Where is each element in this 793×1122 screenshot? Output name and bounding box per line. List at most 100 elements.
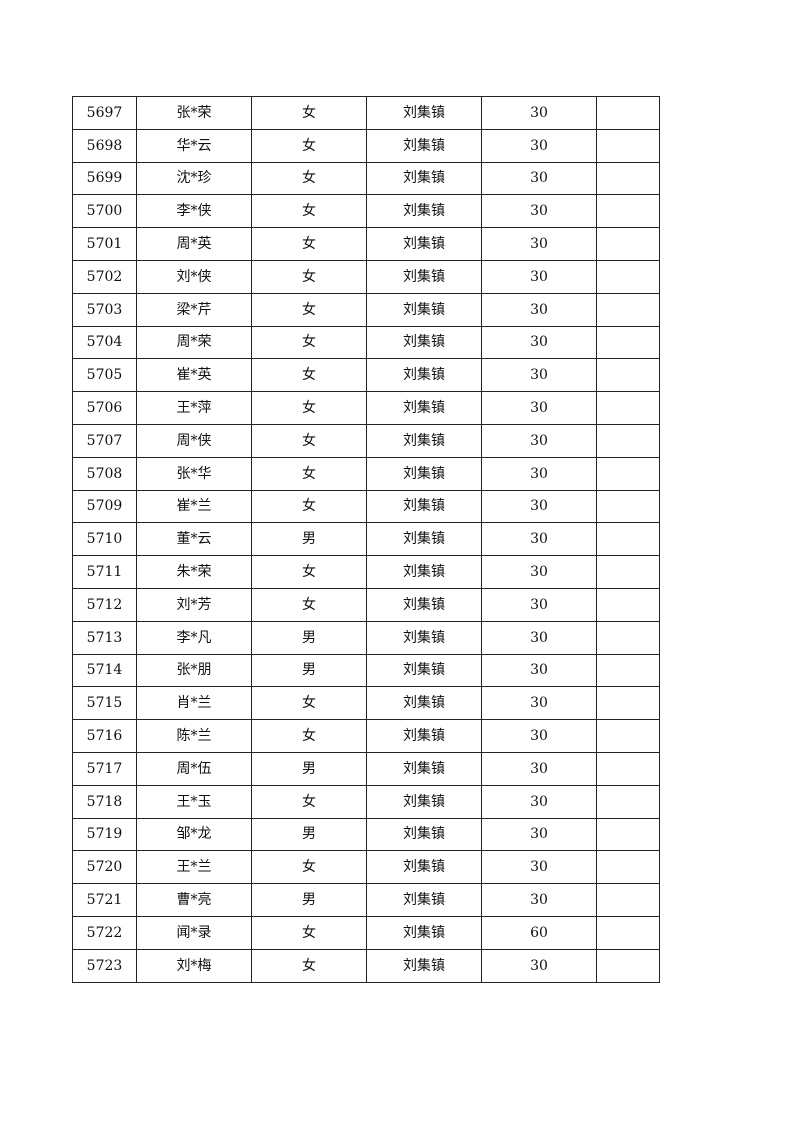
amount-cell: 30 — [481, 948, 597, 983]
id-cell: 5711 — [72, 555, 137, 589]
id-cell: 5722 — [72, 915, 137, 950]
note-cell — [596, 915, 660, 950]
amount-cell: 30 — [481, 325, 597, 360]
gender-cell: 男 — [251, 817, 367, 852]
gender-cell: 女 — [251, 686, 367, 721]
note-cell — [596, 489, 660, 524]
name-cell: 董*云 — [136, 522, 252, 557]
table-row: 5721 曹*亮男刘集镇 30 — [72, 883, 660, 917]
amount-cell: 30 — [481, 128, 597, 163]
amount-cell: 30 — [481, 489, 597, 524]
amount-cell: 30 — [481, 620, 597, 655]
gender-cell: 女 — [251, 96, 367, 130]
note-cell — [596, 161, 660, 196]
gender-cell: 男 — [251, 883, 367, 917]
name-cell: 张*华 — [136, 456, 252, 491]
id-cell: 5720 — [72, 850, 137, 885]
note-cell — [596, 259, 660, 294]
name-cell: 王*萍 — [136, 391, 252, 425]
table-row: 5707 周*侠女刘集镇 30 — [72, 423, 660, 458]
note-cell — [596, 423, 660, 458]
id-cell: 5698 — [72, 128, 137, 163]
town-cell: 刘集镇 — [366, 620, 482, 655]
name-cell: 王*玉 — [136, 784, 252, 819]
amount-cell: 30 — [481, 686, 597, 721]
amount-cell: 30 — [481, 259, 597, 294]
table-row: 5708 张*华女刘集镇 30 — [72, 456, 660, 491]
table-row: 5709 崔*兰女刘集镇 30 — [72, 489, 660, 524]
name-cell: 李*凡 — [136, 620, 252, 655]
town-cell: 刘集镇 — [366, 587, 482, 622]
name-cell: 闻*录 — [136, 915, 252, 950]
town-cell: 刘集镇 — [366, 96, 482, 130]
amount-cell: 30 — [481, 751, 597, 786]
amount-cell: 30 — [481, 555, 597, 589]
id-cell: 5704 — [72, 325, 137, 360]
note-cell — [596, 555, 660, 589]
name-cell: 陈*兰 — [136, 719, 252, 753]
id-cell: 5708 — [72, 456, 137, 491]
table-row: 5705 崔*英女刘集镇 30 — [72, 358, 660, 393]
id-cell: 5706 — [72, 391, 137, 425]
table-row: 5717 周*伍男刘集镇 30 — [72, 751, 660, 786]
table-row: 5722 闻*录女刘集镇 60 — [72, 915, 660, 950]
table-row: 5715 肖*兰女刘集镇 30 — [72, 686, 660, 721]
table-row: 5710 董*云男刘集镇 30 — [72, 522, 660, 557]
name-cell: 邹*龙 — [136, 817, 252, 852]
town-cell: 刘集镇 — [366, 325, 482, 360]
id-cell: 5723 — [72, 948, 137, 983]
name-cell: 周*英 — [136, 227, 252, 261]
note-cell — [596, 128, 660, 163]
town-cell: 刘集镇 — [366, 423, 482, 458]
amount-cell: 30 — [481, 817, 597, 852]
id-cell: 5707 — [72, 423, 137, 458]
note-cell — [596, 653, 660, 688]
id-cell: 5721 — [72, 883, 137, 917]
town-cell: 刘集镇 — [366, 259, 482, 294]
table-row: 5702 刘*侠女刘集镇 30 — [72, 259, 660, 294]
note-cell — [596, 719, 660, 753]
note-cell — [596, 587, 660, 622]
town-cell: 刘集镇 — [366, 128, 482, 163]
id-cell: 5697 — [72, 96, 137, 130]
name-cell: 沈*珍 — [136, 161, 252, 196]
name-cell: 华*云 — [136, 128, 252, 163]
name-cell: 曹*亮 — [136, 883, 252, 917]
id-cell: 5703 — [72, 292, 137, 327]
gender-cell: 女 — [251, 128, 367, 163]
name-cell: 周*侠 — [136, 423, 252, 458]
town-cell: 刘集镇 — [366, 456, 482, 491]
id-cell: 5713 — [72, 620, 137, 655]
amount-cell: 30 — [481, 423, 597, 458]
amount-cell: 30 — [481, 292, 597, 327]
town-cell: 刘集镇 — [366, 784, 482, 819]
note-cell — [596, 948, 660, 983]
id-cell: 5709 — [72, 489, 137, 524]
gender-cell: 男 — [251, 620, 367, 655]
id-cell: 5718 — [72, 784, 137, 819]
name-cell: 刘*梅 — [136, 948, 252, 983]
name-cell: 肖*兰 — [136, 686, 252, 721]
id-cell: 5719 — [72, 817, 137, 852]
gender-cell: 男 — [251, 653, 367, 688]
gender-cell: 女 — [251, 161, 367, 196]
note-cell — [596, 96, 660, 130]
gender-cell: 女 — [251, 587, 367, 622]
id-cell: 5710 — [72, 522, 137, 557]
town-cell: 刘集镇 — [366, 391, 482, 425]
gender-cell: 女 — [251, 358, 367, 393]
gender-cell: 女 — [251, 227, 367, 261]
amount-cell: 30 — [481, 784, 597, 819]
town-cell: 刘集镇 — [366, 227, 482, 261]
name-cell: 李*侠 — [136, 194, 252, 229]
town-cell: 刘集镇 — [366, 653, 482, 688]
town-cell: 刘集镇 — [366, 686, 482, 721]
gender-cell: 女 — [251, 456, 367, 491]
town-cell: 刘集镇 — [366, 194, 482, 229]
gender-cell: 女 — [251, 915, 367, 950]
gender-cell: 女 — [251, 850, 367, 885]
note-cell — [596, 686, 660, 721]
amount-cell: 30 — [481, 161, 597, 196]
table-row: 5703 梁*芹女刘集镇 30 — [72, 292, 660, 327]
amount-cell: 30 — [481, 456, 597, 491]
